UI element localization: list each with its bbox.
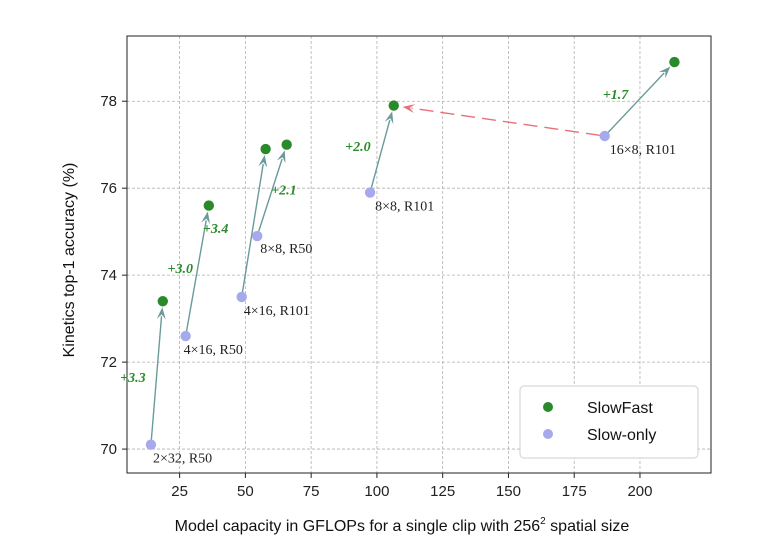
slowfast-point	[388, 100, 399, 111]
axis-ticks: 25 50 75 100 125 150 175 200 70 72 74 76 78	[100, 93, 652, 500]
y-tick-label: 72	[100, 354, 117, 371]
x-axis-label-sup: 2	[540, 516, 546, 527]
legend-label-slow-only: Slow-only	[587, 427, 656, 444]
x-axis-label: Model capacity in GFLOPs for a single cl…	[175, 516, 630, 535]
x-tick-label: 175	[562, 483, 587, 500]
y-axis-label: Kinetics top-1 accuracy (%)	[61, 163, 78, 358]
grid	[127, 36, 711, 473]
improvement-arrow-shaft	[150, 316, 163, 440]
legend-box	[519, 385, 699, 459]
improvement-arrow-shaft	[258, 158, 283, 232]
point-label: 2×32, R50	[153, 452, 212, 467]
gain-label: +2.1	[271, 183, 296, 198]
labels: 2×32, R50 +3.3 4×16, R50 +3.0 4×16, R101 +3.4…	[120, 88, 676, 467]
legend-marker-slowfast	[543, 402, 553, 412]
dashed-arrow-head	[402, 104, 416, 114]
improvement-arrow-shaft	[370, 119, 391, 188]
slow-only-point	[180, 330, 191, 342]
x-tick-label: 25	[171, 483, 188, 500]
improvement-arrow-head	[384, 111, 394, 125]
x-axis-label-main: Model capacity in GFLOPs for a single cl…	[175, 518, 541, 535]
slowfast-point	[281, 139, 292, 150]
improvement-arrow-head	[201, 211, 211, 225]
slow-only-point	[364, 187, 376, 198]
improvement-arrow-head	[658, 66, 671, 79]
improvement-arrow-head	[258, 154, 268, 168]
x-tick-label: 150	[496, 483, 521, 500]
point-label: 4×16, R50	[184, 343, 243, 358]
slow-only-point	[145, 439, 157, 450]
improvement-arrow-head	[276, 150, 286, 164]
slow-only-point	[252, 230, 263, 242]
legend-marker-slow-only	[543, 429, 553, 439]
gain-label: +3.0	[167, 262, 192, 277]
point-label: 8×8, R101	[375, 200, 434, 215]
gain-label: +1.7	[603, 88, 629, 103]
gain-label: +3.3	[120, 371, 145, 386]
x-axis-label-tail: spatial size	[546, 518, 630, 535]
x-tick-label: 125	[430, 483, 455, 500]
dashed-arrow-shaft	[411, 107, 600, 136]
slowfast-point	[157, 296, 168, 307]
x-tick-label: 200	[627, 483, 652, 500]
y-tick-label: 76	[100, 180, 117, 197]
point-label: 8×8, R50	[260, 242, 312, 257]
point-label: 4×16, R101	[244, 304, 310, 319]
x-tick-label: 75	[303, 483, 320, 500]
legend: SlowFast Slow-only	[519, 385, 699, 459]
y-tick-label: 74	[100, 267, 117, 284]
points	[145, 56, 680, 450]
x-tick-label: 50	[237, 483, 254, 500]
point-label: 16×8, R101	[610, 143, 676, 158]
improvement-arrow-head	[156, 307, 166, 320]
gain-label: +3.4	[203, 222, 228, 237]
y-tick-label: 78	[100, 93, 117, 110]
improvement-arrow-shaft	[185, 220, 207, 332]
slowfast-point	[203, 200, 215, 211]
plot-frame	[126, 35, 712, 474]
arrows	[150, 66, 671, 440]
slow-only-point	[599, 130, 610, 142]
x-tick-label: 100	[364, 483, 389, 500]
y-tick-label: 70	[100, 441, 117, 458]
slowfast-point	[669, 56, 680, 68]
slow-only-point	[236, 291, 247, 303]
gain-label: +2.0	[345, 140, 370, 155]
improvement-arrow-shaft	[241, 163, 264, 293]
slowfast-point	[260, 143, 271, 155]
improvement-arrow-shaft	[607, 72, 665, 133]
legend-label-slowfast: SlowFast	[587, 400, 653, 417]
